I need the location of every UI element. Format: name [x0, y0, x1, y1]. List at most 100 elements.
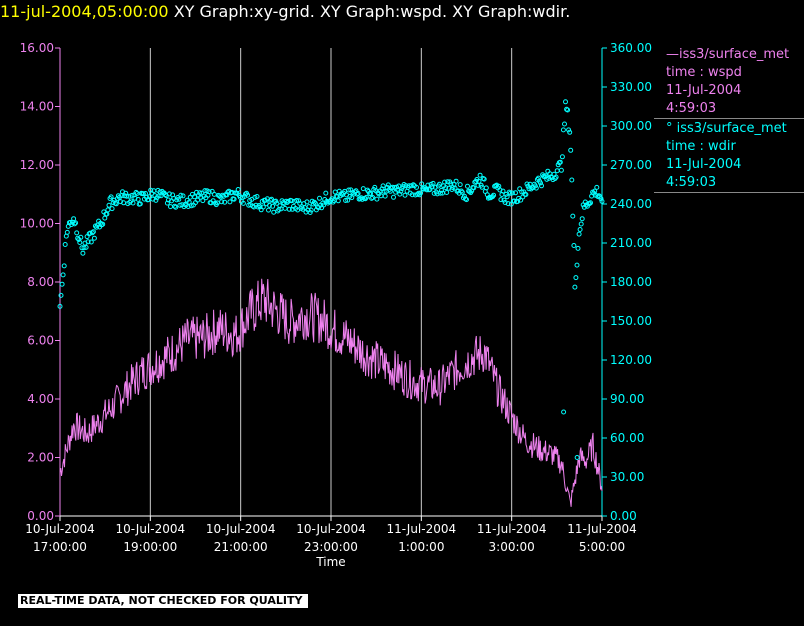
wdir-point: [471, 185, 477, 191]
wdir-point: [535, 175, 541, 181]
wdir-point: [477, 172, 483, 178]
wdir-point: [395, 187, 401, 193]
wdir-point: [397, 191, 403, 197]
y-left-tick-label: 16.00: [20, 41, 54, 55]
legend-wdir-variable: time : wdir: [666, 139, 736, 154]
wdir-point: [563, 99, 568, 105]
wdir-point: [57, 303, 63, 309]
legend-wspd-date: 11-Jul-2004: [666, 83, 742, 98]
wdir-point: [231, 196, 237, 202]
wdir-point: [448, 181, 454, 187]
y-right-tick-label: 0.00: [610, 509, 637, 523]
wdir-point: [282, 205, 288, 211]
wdir-point: [108, 194, 114, 200]
wdir-point: [100, 221, 106, 227]
wdir-point: [588, 200, 593, 206]
quality-notice: REAL-TIME DATA, NOT CHECKED FOR QUALITY: [18, 594, 309, 608]
wdir-point: [250, 203, 256, 209]
x-tick-label-date: 10-Jul-2004: [296, 522, 366, 536]
wdir-point: [312, 200, 318, 206]
vertical-grid: [59, 48, 603, 516]
x-tick-label-time: 1:00:00: [398, 540, 444, 554]
wdir-point: [354, 191, 360, 197]
wdir-point: [504, 194, 510, 200]
wdir-point: [113, 201, 119, 207]
wdir-point: [414, 184, 419, 190]
wdir-point: [498, 197, 504, 203]
wdir-point: [497, 187, 503, 193]
wdir-point: [557, 159, 563, 165]
y-right-tick-label: 120.00: [610, 353, 652, 367]
wdir-point: [418, 190, 424, 196]
wdir-point: [124, 193, 130, 199]
wdir-point: [575, 245, 581, 251]
x-tick-label-date: 10-Jul-2004: [25, 522, 95, 536]
wdir-point: [419, 181, 425, 187]
legend-wdir-date: 11-Jul-2004: [666, 157, 742, 172]
wdir-point: [332, 189, 338, 195]
wdir-point: [192, 194, 197, 200]
wdir-point: [345, 197, 351, 203]
y-right-tick-label: 300.00: [610, 119, 652, 133]
x-tick-label-time: 3:00:00: [489, 540, 535, 554]
wdir-point: [211, 191, 217, 197]
wdir-point: [409, 192, 415, 198]
y-right-tick-label: 360.00: [610, 41, 652, 55]
y-right-tick-label: 30.00: [610, 470, 644, 484]
wdir-point: [485, 195, 491, 201]
wdir-point: [311, 199, 317, 205]
wdir-point: [308, 207, 314, 213]
wdir-point: [483, 185, 489, 191]
wdir-point: [153, 197, 159, 203]
wdir-point: [442, 179, 448, 185]
wdir-point: [227, 199, 233, 205]
wdir-point: [59, 281, 65, 287]
wdir-point: [387, 188, 393, 194]
wdir-point: [317, 195, 322, 201]
wdir-point: [360, 186, 366, 192]
wdir-point: [425, 182, 431, 188]
x-tick-label-date: 11-Jul-2004: [477, 522, 547, 536]
wdir-point: [382, 193, 388, 199]
wdir-point: [410, 182, 416, 188]
header-title-wspd: XY Graph:wspd.: [319, 2, 448, 21]
wdir-point: [461, 193, 467, 199]
x-tick-label-date: 10-Jul-2004: [116, 522, 186, 536]
wdir-point: [506, 189, 512, 195]
wdir-point: [436, 181, 442, 187]
x-tick-label-time: 23:00:00: [304, 540, 358, 554]
wdir-point: [85, 239, 91, 245]
wdir-point: [587, 201, 592, 207]
wdir-point: [363, 194, 369, 200]
wdir-point: [64, 229, 70, 235]
y-right-tick-label: 60.00: [610, 431, 644, 445]
wdir-point: [245, 192, 251, 198]
wdir-point: [186, 199, 192, 205]
x-tick-label-date: 11-Jul-2004: [567, 522, 637, 536]
wdir-point: [509, 190, 515, 196]
wdir-point: [526, 186, 532, 192]
y-right-tick-label: 270.00: [610, 158, 652, 172]
wdir-point: [266, 207, 271, 213]
wdir-point: [140, 191, 146, 197]
wdir-point: [90, 229, 96, 235]
wdir-point: [539, 183, 544, 189]
y-right-tick-label: 240.00: [610, 197, 652, 211]
wdir-point: [257, 204, 263, 210]
wdir-point: [572, 284, 578, 290]
wdir-point: [579, 216, 585, 222]
y-left-tick-label: 10.00: [20, 217, 54, 231]
wdir-point: [102, 215, 108, 221]
wdir-point: [296, 198, 302, 204]
wdir-point: [398, 188, 404, 194]
x-axis-label: Time: [315, 555, 345, 569]
wdir-point: [554, 168, 560, 174]
wdir-point: [105, 207, 111, 213]
wdir-point: [457, 182, 463, 188]
x-tick-label-date: 10-Jul-2004: [206, 522, 276, 536]
wdir-point: [195, 197, 201, 203]
wdir-point: [289, 206, 295, 212]
wdir-point: [77, 240, 83, 245]
wdir-point: [130, 200, 136, 206]
wdir-point: [126, 193, 132, 199]
